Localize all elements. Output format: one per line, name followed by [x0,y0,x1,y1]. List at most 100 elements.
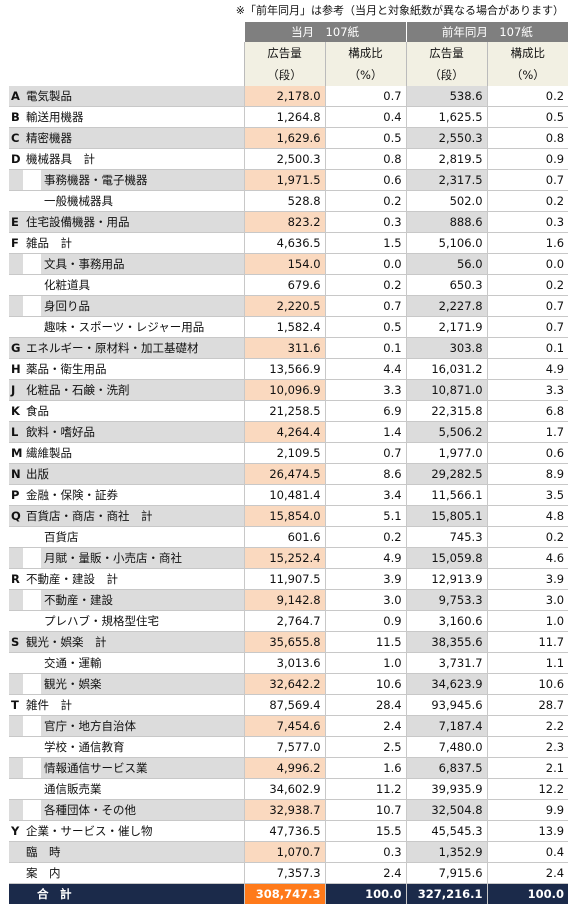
header-current-month: 当月 107紙 [244,22,406,42]
row-code: Q [9,506,23,527]
row-ad-volume: 601.6 [244,527,325,548]
row-ad-volume: 26,474.5 [244,464,325,485]
row-category: 交通・運輸 [41,653,244,674]
row-ad-volume: 4,996.2 [244,758,325,779]
row-category: 電気製品 [23,86,244,107]
col-share-unit: （%） [325,64,406,86]
row-ad-volume: 4,636.5 [244,233,325,254]
row-code [9,653,23,674]
row-ad-volume-prev: 56.0 [406,254,487,275]
row-code: H [9,359,23,380]
row-indent [23,653,41,674]
row-ad-volume-prev: 29,282.5 [406,464,487,485]
row-indent [23,191,41,212]
row-code [9,590,23,611]
row-category: 案 内 [23,863,244,884]
row-indent [23,674,41,695]
row-ad-volume-prev: 1,352.9 [406,842,487,863]
row-ad-volume-prev: 93,945.6 [406,695,487,716]
row-category: 一般機械器具 [41,191,244,212]
row-category: 雑件 計 [23,695,244,716]
row-share: 0.2 [325,191,406,212]
row-ad-volume-prev: 45,545.3 [406,821,487,842]
row-code: N [9,464,23,485]
row-ad-volume: 34,602.9 [244,779,325,800]
row-ad-volume-prev: 502.0 [406,191,487,212]
row-category: 雑品 計 [23,233,244,254]
row-share-prev: 2.1 [487,758,568,779]
header-previous-year: 前年同月 107紙 [406,22,568,42]
row-share: 15.5 [325,821,406,842]
row-category: 百貨店 [41,527,244,548]
row-indent [23,170,41,191]
row-share: 3.3 [325,380,406,401]
row-ad-volume: 10,481.4 [244,485,325,506]
row-ad-volume-prev: 2,171.9 [406,317,487,338]
row-code [9,800,23,821]
row-ad-volume: 7,577.0 [244,737,325,758]
row-ad-volume-prev: 15,059.8 [406,548,487,569]
total-ad-volume: 308,747.3 [244,884,325,904]
row-indent [23,590,41,611]
row-share: 5.1 [325,506,406,527]
row-share-prev: 1.1 [487,653,568,674]
total-label: 合 計 [23,884,244,904]
row-share-prev: 12.2 [487,779,568,800]
row-ad-volume: 528.8 [244,191,325,212]
row-code: R [9,569,23,590]
row-ad-volume: 1,971.5 [244,170,325,191]
row-share: 10.6 [325,674,406,695]
row-category: 官庁・地方自治体 [41,716,244,737]
row-code [9,254,23,275]
row-category: 出版 [23,464,244,485]
row-share-prev: 0.2 [487,86,568,107]
row-share: 0.6 [325,170,406,191]
row-ad-volume-prev: 10,871.0 [406,380,487,401]
row-ad-volume: 32,642.2 [244,674,325,695]
row-ad-volume-prev: 650.3 [406,275,487,296]
row-share-prev: 2.4 [487,863,568,884]
row-share: 0.5 [325,317,406,338]
row-share-prev: 11.7 [487,632,568,653]
row-share-prev: 0.2 [487,191,568,212]
col-share-unit-prev: （%） [487,64,568,86]
row-indent [23,548,41,569]
row-share: 0.8 [325,149,406,170]
row-share-prev: 0.7 [487,317,568,338]
row-ad-volume: 15,854.0 [244,506,325,527]
row-share: 1.6 [325,758,406,779]
row-share: 0.2 [325,527,406,548]
row-ad-volume: 21,258.5 [244,401,325,422]
row-share: 11.5 [325,632,406,653]
row-category: 不動産・建設 [41,590,244,611]
row-category: 観光・娯楽 計 [23,632,244,653]
row-ad-volume-prev: 15,805.1 [406,506,487,527]
row-share: 2.5 [325,737,406,758]
row-share-prev: 0.7 [487,170,568,191]
row-share: 0.0 [325,254,406,275]
row-share: 3.0 [325,590,406,611]
row-share-prev: 8.9 [487,464,568,485]
row-code [9,716,23,737]
row-category: 臨 時 [23,842,244,863]
row-code [9,317,23,338]
row-code [9,170,23,191]
row-category: 趣味・スポーツ・レジャー用品 [41,317,244,338]
row-ad-volume-prev: 34,623.9 [406,674,487,695]
row-category: 住宅設備機器・用品 [23,212,244,233]
row-share: 0.2 [325,275,406,296]
row-share-prev: 3.5 [487,485,568,506]
row-share-prev: 0.6 [487,443,568,464]
row-ad-volume: 47,736.5 [244,821,325,842]
row-share-prev: 0.3 [487,212,568,233]
